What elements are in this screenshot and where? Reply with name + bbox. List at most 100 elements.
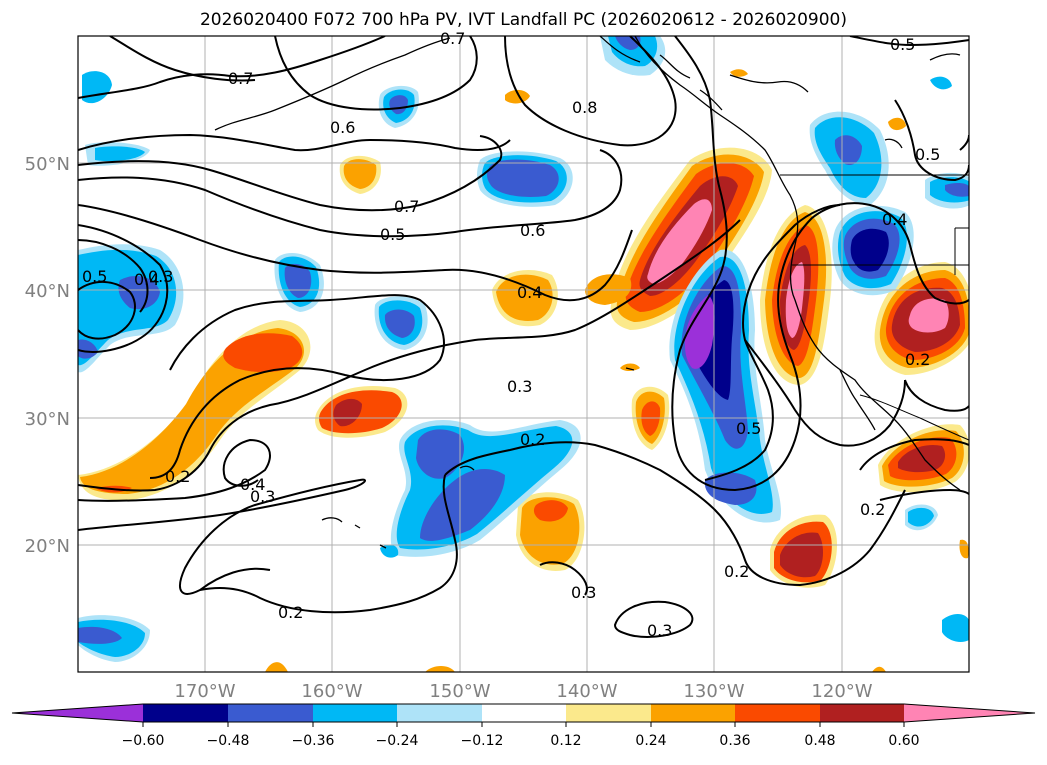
- colorbar-tick-label: 0.60: [888, 733, 919, 749]
- contour-labels: 0.7 0.8 0.6 0.5 0.7 0.5 0.6 0.4 0.3 0.4 …: [82, 29, 940, 640]
- alaska-panhandle-islands: [599, 36, 723, 111]
- contour-line: [859, 438, 969, 471]
- contour-line: [879, 488, 969, 501]
- contour-label: 0.2: [905, 350, 930, 369]
- colorbar-tick-label: 0.12: [550, 733, 581, 749]
- contour-label: 0.4: [134, 270, 159, 289]
- colorbar-segment: [313, 704, 397, 722]
- gridlines: [78, 36, 969, 672]
- lon-label: 140°W: [556, 681, 617, 702]
- pv-contours: [78, 36, 969, 638]
- positive-anomaly-band-ne-pacific: [610, 147, 772, 330]
- colorbar-extend-high: [904, 704, 1035, 722]
- colorbar-tick-label: −0.48: [207, 733, 250, 749]
- state-border-east: [954, 227, 969, 275]
- contour-label: 0.5: [380, 225, 405, 244]
- contour-line: [78, 239, 149, 313]
- contour-label: 0.3: [571, 583, 596, 602]
- contour-label: 0.7: [394, 197, 419, 216]
- colorbar-tick-label: −0.60: [122, 733, 165, 749]
- colorbar-segment: [482, 704, 566, 722]
- contour-label: 0.2: [520, 430, 545, 449]
- contour-label: 0.2: [860, 500, 885, 519]
- contour-line: [744, 339, 906, 447]
- contour-line: [704, 204, 841, 481]
- tiny-island: [625, 367, 635, 371]
- contour-line: [274, 36, 478, 111]
- negative-anomaly-inland: [809, 76, 969, 296]
- lon-label: 130°W: [683, 681, 744, 702]
- lat-label: 50°N: [25, 154, 70, 175]
- map-title: 2026020400 F072 700 hPa PV, IVT Landfall…: [199, 10, 847, 30]
- contour-line: [78, 133, 511, 152]
- coastlines: [214, 36, 961, 549]
- contour-label: 0.5: [736, 419, 761, 438]
- political-borders: [780, 174, 969, 441]
- contour-line: [78, 224, 169, 353]
- colorbar-segment: [143, 704, 228, 722]
- lat-label: 20°N: [25, 536, 70, 557]
- aleutian-chain: [214, 37, 451, 131]
- small-island: [459, 465, 475, 471]
- colorbar-segment: [228, 704, 313, 722]
- contour-line: [78, 438, 271, 502]
- contour-label: 0.5: [915, 145, 940, 164]
- contour-line: [904, 379, 969, 412]
- lon-label: 160°W: [301, 681, 362, 702]
- colorbar-tick-label: 0.48: [804, 733, 835, 749]
- baja-peninsula: [839, 369, 876, 431]
- contour-label: 0.4: [517, 283, 542, 302]
- contour-line: [78, 36, 386, 99]
- contour-line: [109, 36, 256, 82]
- contour-label: 0.3: [250, 487, 275, 506]
- lon-label: 120°W: [811, 681, 872, 702]
- hudson-fragment: [929, 53, 961, 61]
- colorbar-segment: [820, 704, 904, 722]
- latitude-labels: 50°N 40°N 30°N 20°N: [25, 154, 70, 557]
- contour-line: [149, 294, 445, 479]
- contour-line: [78, 281, 136, 340]
- hawaiian-islands: [321, 517, 387, 549]
- contour-label: 0.4: [882, 210, 907, 229]
- contour-label: 0.3: [507, 377, 532, 396]
- contour-label: 0.2: [165, 467, 190, 486]
- contour-label: 0.7: [440, 29, 465, 48]
- contour-label: 0.4: [240, 475, 265, 494]
- contour-label: 0.2: [278, 603, 303, 622]
- alaska-coast-fragment: [729, 74, 809, 93]
- colorbar-segment: [651, 704, 735, 722]
- contour-line: [671, 36, 911, 492]
- contour-line: [849, 36, 969, 47]
- longitude-labels: 170°W 160°W 150°W 140°W 130°W 120°W: [174, 681, 872, 702]
- west-coast-outline: [634, 36, 961, 491]
- contour-label: 0.6: [520, 221, 545, 240]
- colorbar-segment: [397, 704, 482, 722]
- contour-line: [504, 36, 677, 147]
- contour-line: [78, 219, 741, 492]
- contour-line: [78, 204, 633, 302]
- negative-anomaly-west: [78, 36, 969, 662]
- colorbar-extend-low: [12, 704, 143, 722]
- colorbar-segment: [735, 704, 820, 722]
- colorbar-tick-label: 0.36: [719, 733, 750, 749]
- colorbar-tick-label: −0.36: [292, 733, 335, 749]
- contour-label: 0.6: [330, 118, 355, 137]
- positive-anomaly-misc: [265, 69, 969, 672]
- contour-line: [78, 149, 623, 238]
- positive-anomaly-central: [315, 386, 408, 438]
- contour-label: 0.5: [82, 267, 107, 286]
- colorbar-tick-label: −0.12: [461, 733, 504, 749]
- lon-label: 170°W: [174, 681, 235, 702]
- contour-line: [539, 561, 588, 596]
- contour-line: [78, 478, 366, 595]
- contour-line: [894, 99, 969, 182]
- contour-line: [909, 244, 969, 305]
- contour-line: [444, 441, 906, 587]
- positive-anomaly-subtropic-west: [78, 320, 311, 501]
- contour-label: 0.7: [228, 69, 253, 88]
- lat-label: 30°N: [25, 409, 70, 430]
- colorbar-tick-label: −0.24: [376, 733, 419, 749]
- contour-line: [78, 135, 503, 212]
- plot-frame: [77, 35, 970, 673]
- contour-label: 0.3: [148, 267, 173, 286]
